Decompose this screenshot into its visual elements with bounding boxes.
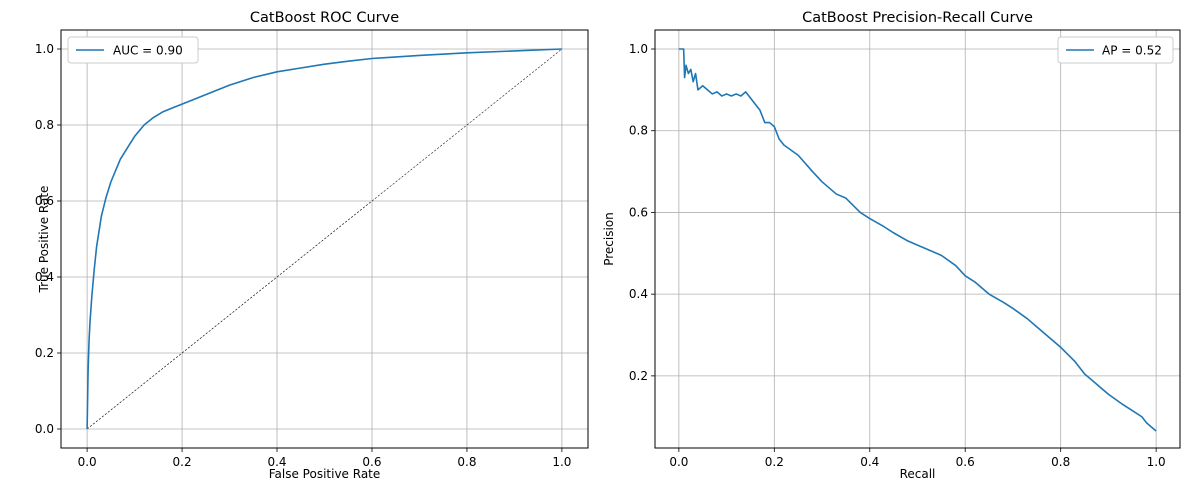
pr-y-tick-label: 1.0 (629, 42, 648, 56)
pr-grid (655, 30, 1180, 448)
roc-legend-box (67, 36, 199, 64)
roc-curves (86, 48, 562, 430)
roc-series-line (86, 48, 562, 430)
roc-y-tick-label: 0.8 (35, 118, 54, 132)
pr-series-line (678, 48, 1157, 432)
pr-title: CatBoost Precision-Recall Curve (802, 10, 1033, 26)
roc-title: CatBoost ROC Curve (250, 10, 399, 26)
roc-x-tick-label: 0.2 (173, 455, 192, 469)
roc-diagonal (86, 48, 563, 430)
pr-x-tick-label: 0.2 (765, 455, 784, 469)
pr-y-tick-label: 0.6 (629, 205, 648, 219)
pr-x-tick-label: 0.8 (1051, 455, 1070, 469)
roc-x-ticks: 0.0 0.2 0.4 0.6 0.8 1.0 (78, 448, 571, 469)
roc-chart: 0.0 0.2 0.4 0.6 0.8 1.0 0.0 0.2 0.4 0.6 0.8 1.0 Ca… (35, 10, 589, 481)
pr-legend-box (1057, 36, 1174, 64)
pr-y-tick-label: 0.2 (629, 369, 648, 383)
roc-y-tick-label: 0.4 (35, 270, 54, 284)
pr-plot-frame (654, 29, 1181, 449)
roc-y-ticks: 0.0 0.2 0.4 0.6 0.8 1.0 (35, 42, 61, 436)
pr-x-tick-label: 1.0 (1147, 455, 1166, 469)
pr-x-tick-label: 0.4 (860, 455, 879, 469)
roc-x-tick-label: 1.0 (552, 455, 571, 469)
roc-y-tick-label: 0.2 (35, 346, 54, 360)
roc-x-tick-label: 0.8 (457, 455, 476, 469)
roc-y-tick-label: 0.6 (35, 194, 54, 208)
roc-x-axis-label: False Positive Rate (269, 467, 381, 481)
pr-x-ticks: 0.0 0.2 0.4 0.6 0.8 1.0 (669, 448, 1166, 469)
roc-x-tick-label: 0.6 (362, 455, 381, 469)
pr-x-tick-label: 0.0 (669, 455, 688, 469)
roc-y-tick-label: 0.0 (35, 422, 54, 436)
pr-y-axis-label: Precision (602, 212, 616, 266)
roc-x-tick-label: 0.0 (78, 455, 97, 469)
pr-y-tick-label: 0.4 (629, 287, 648, 301)
roc-x-tick-label: 0.4 (267, 455, 286, 469)
pr-legend: AP = 0.52 (1057, 36, 1174, 64)
roc-legend-label: AUC = 0.90 (113, 44, 183, 58)
pr-y-ticks: 0.2 0.4 0.6 0.8 1.0 (629, 42, 655, 383)
roc-y-tick-label: 1.0 (35, 42, 54, 56)
pr-y-tick-label: 0.8 (629, 124, 648, 138)
pr-chart: 0.0 0.2 0.4 0.6 0.8 1.0 0.2 0.4 0.6 0.8 1.0 CatBo… (602, 10, 1181, 481)
pr-x-tick-label: 0.6 (956, 455, 975, 469)
roc-chance-line (86, 48, 563, 430)
roc-legend: AUC = 0.90 (67, 36, 199, 64)
pr-x-axis-label: Recall (900, 467, 936, 481)
pr-curves (678, 48, 1157, 432)
roc-plot-frame (60, 29, 589, 449)
roc-y-axis-label: True Positive Rate (37, 186, 51, 294)
pr-legend-label: AP = 0.52 (1102, 44, 1162, 58)
